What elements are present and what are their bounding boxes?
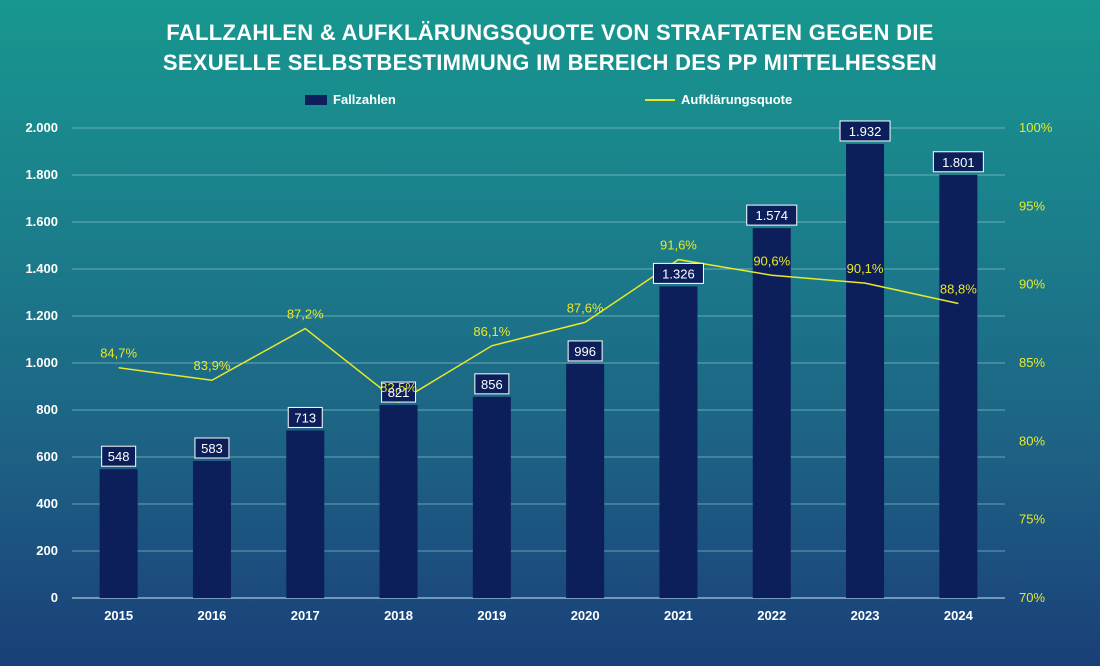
- line-aufklaerungsquote: [118, 258, 959, 404]
- line-value-label: 84,7%: [100, 346, 137, 361]
- title-line-1: FALLZAHLEN & AUFKLÄRUNGSQUOTE VON STRAFT…: [166, 20, 934, 45]
- bar-value-label-box: [932, 151, 984, 173]
- y-left-tick-label: 600: [36, 449, 58, 464]
- legend-bar-swatch: [305, 94, 327, 105]
- bar-value-label-box: [101, 445, 137, 467]
- bar-value-label: 713: [294, 410, 316, 425]
- bar-value-label-box: [194, 437, 230, 459]
- y-left-tick-label: 400: [36, 496, 58, 511]
- legend-label-fallzahlen: Fallzahlen: [333, 92, 396, 107]
- line-value-label: 90,1%: [847, 261, 884, 276]
- y-left-tick-label: 800: [36, 402, 58, 417]
- y-left-tick-label: 1.000: [25, 355, 58, 370]
- line-value-label: 83,9%: [194, 358, 231, 373]
- bar-value-label: 996: [574, 344, 596, 359]
- y-left-tick-label: 1.400: [25, 261, 58, 276]
- bar-value-label: 1.326: [662, 266, 695, 281]
- x-tick-label: 2019: [477, 608, 506, 623]
- bar-value-label-box: [839, 120, 891, 142]
- bar-value-label: 821: [388, 385, 410, 400]
- y-left-tick-label: 200: [36, 543, 58, 558]
- y-left-tick-label: 2.000: [25, 120, 58, 135]
- bar-2020: [566, 363, 605, 598]
- line-value-label: 91,6%: [660, 238, 697, 253]
- y-left-tick-label: 1.800: [25, 167, 58, 182]
- bar-value-label-box: [652, 262, 704, 284]
- y-right-tick-label: 80%: [1019, 433, 1045, 448]
- bar-2017: [286, 430, 325, 598]
- x-tick-label: 2024: [944, 608, 974, 623]
- title-line-2: SEXUELLE SELBSTBESTIMMUNG IM BEREICH DES…: [162, 50, 938, 75]
- line-value-label: 88,8%: [940, 281, 977, 296]
- bar-value-label: 583: [201, 441, 223, 456]
- x-tick-label: 2021: [664, 608, 693, 623]
- y-right-tick-label: 75%: [1019, 512, 1045, 527]
- line-value-label: 87,2%: [287, 307, 324, 322]
- y-left-tick-label: 0: [51, 590, 58, 605]
- line-value-label: 87,6%: [567, 300, 604, 315]
- bar-value-label-box: [474, 373, 510, 395]
- x-tick-label: 2023: [851, 608, 880, 623]
- y-right-tick-label: 70%: [1019, 590, 1045, 605]
- bar-value-label-box: [567, 340, 603, 362]
- x-tick-label: 2016: [197, 608, 226, 623]
- bar-value-label: 1.574: [755, 208, 788, 223]
- bar-value-label: 1.932: [849, 124, 882, 139]
- y-left-tick-label: 1.600: [25, 214, 58, 229]
- y-right-tick-label: 95%: [1019, 198, 1045, 213]
- legend-label-aufklaerungsquote: Aufklärungsquote: [681, 92, 793, 107]
- bar-2016: [192, 460, 231, 598]
- bar-2015: [99, 469, 138, 598]
- bar-2022: [752, 228, 791, 599]
- line-value-label: 82,5%: [380, 380, 417, 395]
- bar-value-label: 856: [481, 377, 503, 392]
- legend-line-swatch: [645, 98, 675, 101]
- bar-2019: [472, 396, 511, 598]
- x-tick-label: 2020: [571, 608, 600, 623]
- line-value-label: 86,1%: [473, 324, 510, 339]
- bar-2023: [846, 143, 885, 599]
- bar-2021: [659, 286, 698, 598]
- x-tick-label: 2015: [104, 608, 133, 623]
- x-tick-label: 2017: [291, 608, 320, 623]
- legend-item-aufklaerungsquote: Aufklärungsquote: [645, 92, 792, 107]
- line-value-label: 90,6%: [753, 253, 790, 268]
- bar-value-label-box: [381, 381, 417, 403]
- bar-value-label-box: [746, 204, 798, 226]
- legend: Fallzahlen Aufklärungsquote: [0, 92, 1100, 112]
- legend-item-fallzahlen: Fallzahlen: [305, 92, 396, 107]
- chart-title: FALLZAHLEN & AUFKLÄRUNGSQUOTE VON STRAFT…: [0, 18, 1100, 78]
- bar-value-label: 548: [108, 449, 130, 464]
- y-right-tick-label: 100%: [1019, 120, 1053, 135]
- bar-2018: [379, 405, 418, 598]
- y-right-tick-label: 85%: [1019, 355, 1045, 370]
- x-tick-label: 2018: [384, 608, 413, 623]
- bar-2024: [939, 174, 978, 598]
- bar-value-label-box: [287, 406, 323, 428]
- bar-value-label: 1.801: [942, 155, 975, 170]
- y-left-tick-label: 1.200: [25, 308, 58, 323]
- y-right-tick-label: 90%: [1019, 277, 1045, 292]
- x-tick-label: 2022: [757, 608, 786, 623]
